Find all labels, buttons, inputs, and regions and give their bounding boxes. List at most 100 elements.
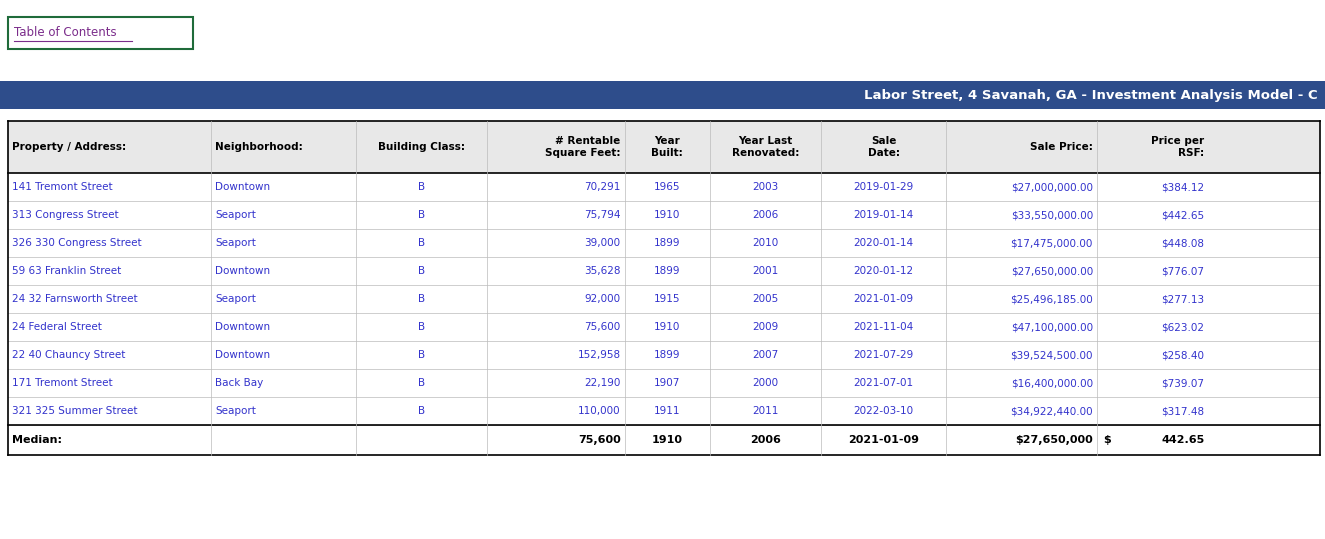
Text: $739.07: $739.07	[1162, 378, 1204, 388]
Text: $317.48: $317.48	[1161, 406, 1204, 416]
Text: 2021-01-09: 2021-01-09	[853, 294, 914, 304]
Text: B: B	[417, 238, 425, 248]
Text: 1907: 1907	[655, 378, 681, 388]
Text: Property / Address:: Property / Address:	[12, 142, 126, 152]
Text: 2021-07-29: 2021-07-29	[853, 350, 914, 360]
Bar	[8, 229, 1320, 257]
Text: $: $	[1102, 435, 1110, 445]
Text: Sale
Date:: Sale Date:	[868, 136, 900, 158]
Text: 326 330 Congress Street: 326 330 Congress Street	[12, 238, 142, 248]
Text: $623.02: $623.02	[1162, 322, 1204, 332]
Text: $442.65: $442.65	[1161, 210, 1204, 220]
Text: 2003: 2003	[753, 182, 779, 192]
Text: B: B	[417, 182, 425, 192]
Text: 2010: 2010	[753, 238, 779, 248]
Text: 1915: 1915	[655, 294, 681, 304]
Bar	[8, 369, 1320, 397]
Text: Seaport: Seaport	[216, 210, 256, 220]
Text: Year Last
Renovated:: Year Last Renovated:	[731, 136, 799, 158]
Text: 442.65: 442.65	[1161, 435, 1204, 445]
Text: B: B	[417, 350, 425, 360]
Text: 1899: 1899	[655, 350, 681, 360]
Text: $27,000,000.00: $27,000,000.00	[1011, 182, 1093, 192]
Text: B: B	[417, 294, 425, 304]
Text: $776.07: $776.07	[1162, 266, 1204, 276]
Text: 22,190: 22,190	[584, 378, 620, 388]
Text: B: B	[417, 266, 425, 276]
Text: $258.40: $258.40	[1162, 350, 1204, 360]
Text: 2001: 2001	[753, 266, 779, 276]
Text: 35,628: 35,628	[584, 266, 620, 276]
FancyBboxPatch shape	[8, 17, 193, 49]
Text: 59 63 Franklin Street: 59 63 Franklin Street	[12, 266, 122, 276]
Text: 75,794: 75,794	[584, 210, 620, 220]
Text: $27,650,000: $27,650,000	[1015, 435, 1093, 445]
Text: Building Class:: Building Class:	[378, 142, 465, 152]
Text: $47,100,000.00: $47,100,000.00	[1011, 322, 1093, 332]
Text: Year
Built:: Year Built:	[652, 136, 684, 158]
Text: 2006: 2006	[750, 435, 782, 445]
Bar	[8, 313, 1320, 341]
Bar	[8, 257, 1320, 285]
Text: 2006: 2006	[753, 210, 779, 220]
Text: 2021-07-01: 2021-07-01	[853, 378, 914, 388]
Text: $25,496,185.00: $25,496,185.00	[1010, 294, 1093, 304]
Text: 2021-11-04: 2021-11-04	[853, 322, 914, 332]
Text: Seaport: Seaport	[216, 238, 256, 248]
Text: 1899: 1899	[655, 238, 681, 248]
Text: Seaport: Seaport	[216, 406, 256, 416]
Text: 2009: 2009	[753, 322, 779, 332]
Text: $17,475,000.00: $17,475,000.00	[1011, 238, 1093, 248]
Text: 2021-01-09: 2021-01-09	[848, 435, 920, 445]
Bar	[8, 173, 1320, 201]
Text: 92,000: 92,000	[584, 294, 620, 304]
Text: 2011: 2011	[753, 406, 779, 416]
Text: Seaport: Seaport	[216, 294, 256, 304]
Text: Median:: Median:	[12, 435, 62, 445]
Text: $448.08: $448.08	[1162, 238, 1204, 248]
Text: $384.12: $384.12	[1161, 182, 1204, 192]
Text: # Rentable
Square Feet:: # Rentable Square Feet:	[545, 136, 620, 158]
Text: $39,524,500.00: $39,524,500.00	[1011, 350, 1093, 360]
Text: 2007: 2007	[753, 350, 779, 360]
Text: 2022-03-10: 2022-03-10	[853, 406, 914, 416]
Text: B: B	[417, 406, 425, 416]
Text: 75,600: 75,600	[578, 435, 620, 445]
Text: Back Bay: Back Bay	[216, 378, 264, 388]
Text: 2019-01-29: 2019-01-29	[853, 182, 914, 192]
Text: 39,000: 39,000	[584, 238, 620, 248]
Text: Downtown: Downtown	[216, 350, 270, 360]
Bar	[8, 341, 1320, 369]
Bar	[8, 425, 1320, 455]
Bar	[0, 81, 1325, 109]
Text: $277.13: $277.13	[1161, 294, 1204, 304]
Text: 313 Congress Street: 313 Congress Street	[12, 210, 119, 220]
Text: 2020-01-12: 2020-01-12	[853, 266, 914, 276]
Text: 1911: 1911	[655, 406, 681, 416]
Text: Price per
RSF:: Price per RSF:	[1151, 136, 1204, 158]
Text: Downtown: Downtown	[216, 266, 270, 276]
Text: Downtown: Downtown	[216, 322, 270, 332]
Text: 2020-01-14: 2020-01-14	[853, 238, 914, 248]
Text: 1910: 1910	[655, 322, 681, 332]
Bar	[8, 121, 1320, 173]
Text: 24 Federal Street: 24 Federal Street	[12, 322, 102, 332]
Text: 2005: 2005	[753, 294, 779, 304]
Text: Neighborhood:: Neighborhood:	[216, 142, 303, 152]
Bar	[8, 397, 1320, 425]
Text: 141 Tremont Street: 141 Tremont Street	[12, 182, 113, 192]
Text: B: B	[417, 378, 425, 388]
Bar	[8, 285, 1320, 313]
Text: 24 32 Farnsworth Street: 24 32 Farnsworth Street	[12, 294, 138, 304]
Text: 1910: 1910	[655, 210, 681, 220]
Text: $16,400,000.00: $16,400,000.00	[1011, 378, 1093, 388]
Text: 75,600: 75,600	[584, 322, 620, 332]
Text: 2019-01-14: 2019-01-14	[853, 210, 914, 220]
Text: B: B	[417, 322, 425, 332]
Text: 70,291: 70,291	[584, 182, 620, 192]
Text: 22 40 Chauncy Street: 22 40 Chauncy Street	[12, 350, 126, 360]
Text: Table of Contents: Table of Contents	[15, 26, 117, 39]
Text: $27,650,000.00: $27,650,000.00	[1011, 266, 1093, 276]
Text: 321 325 Summer Street: 321 325 Summer Street	[12, 406, 138, 416]
Text: B: B	[417, 210, 425, 220]
